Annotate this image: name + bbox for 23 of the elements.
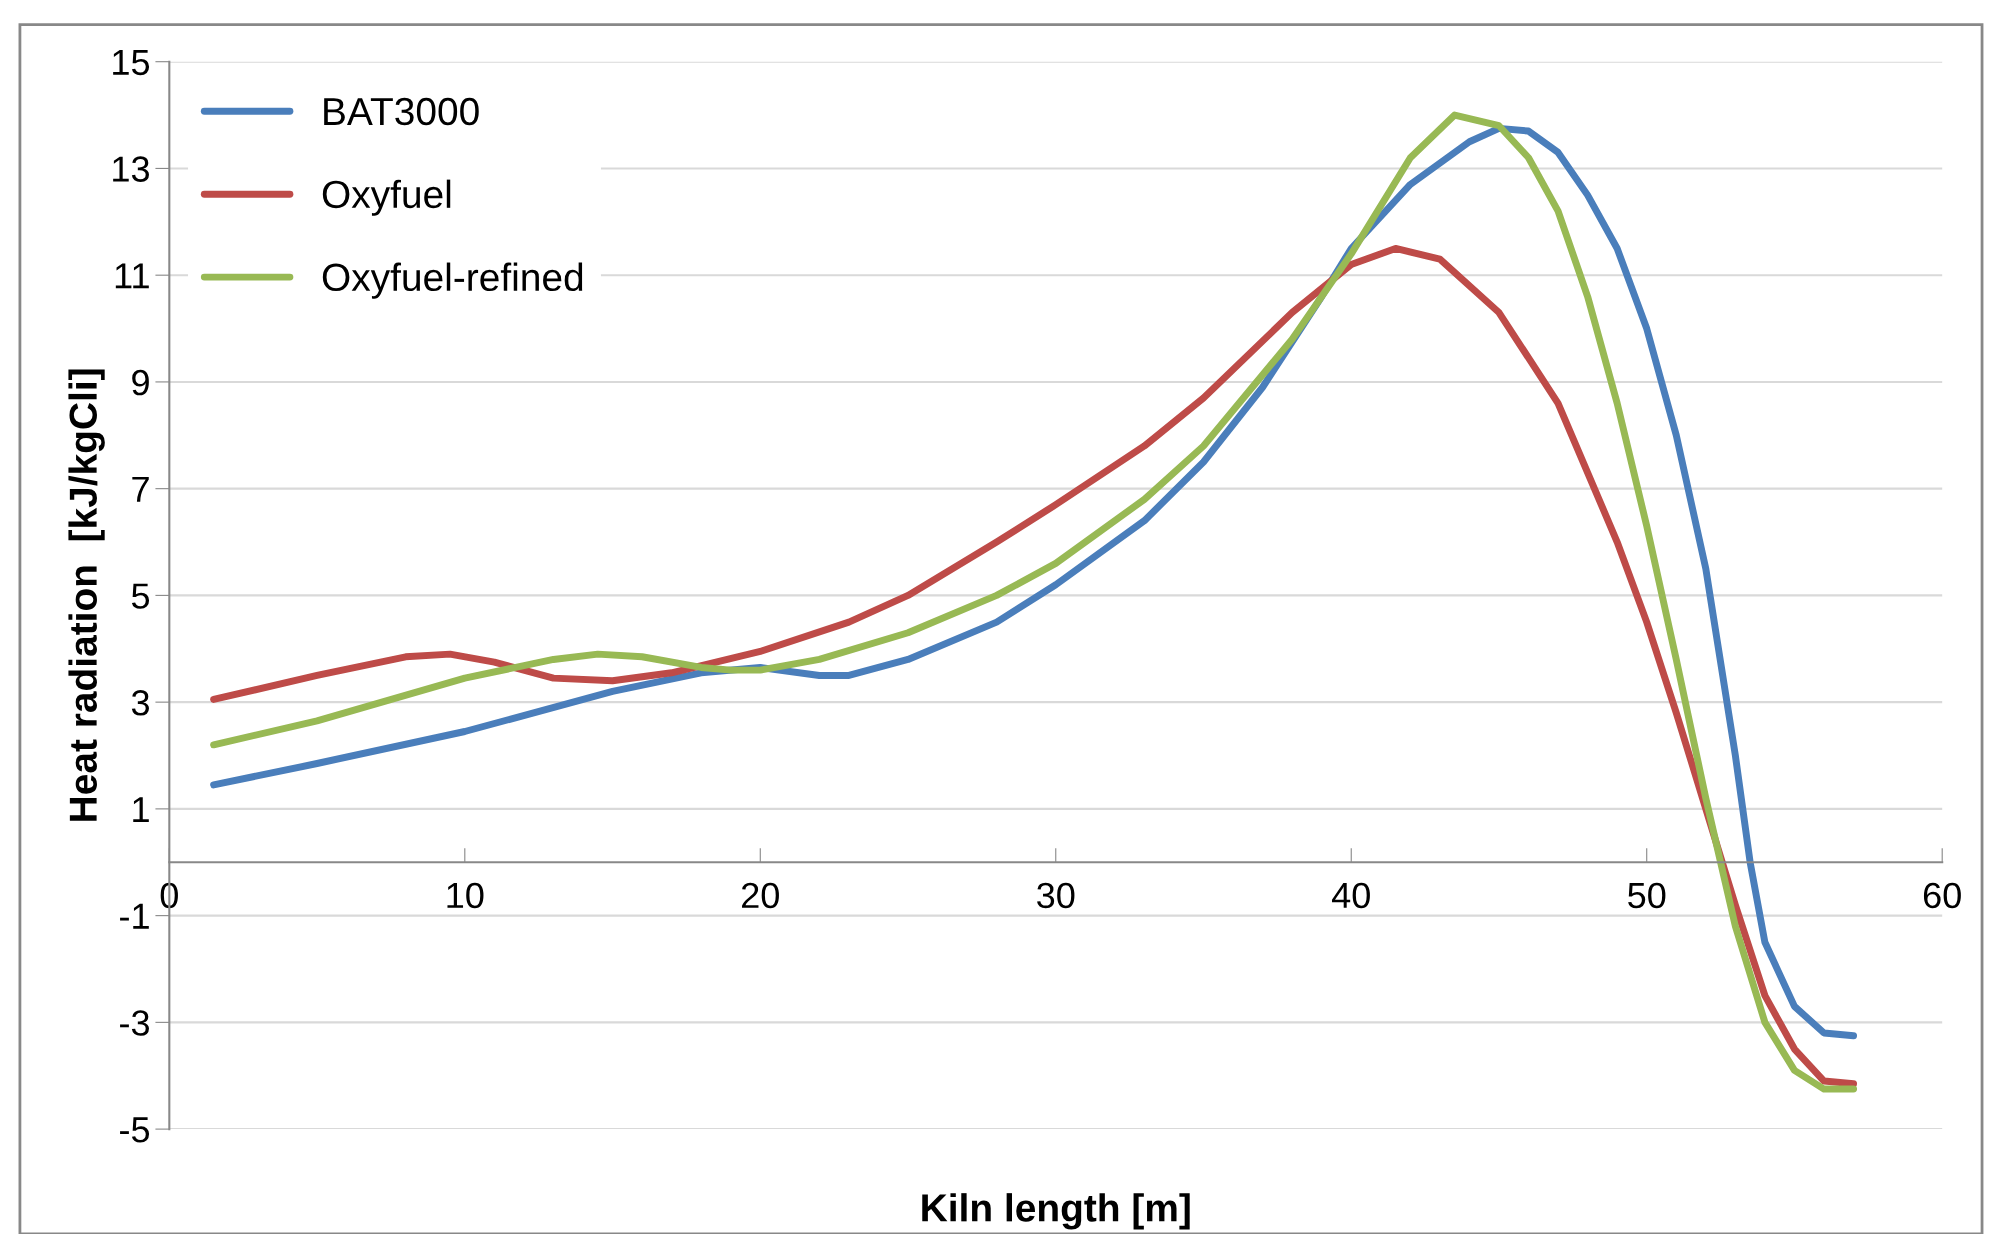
legend-label: BAT3000 (324, 97, 479, 126)
y-tick-label: 7 (132, 476, 149, 502)
y-tick-label: -5 (120, 1117, 150, 1143)
x-tick-label: 60 (1923, 882, 1961, 909)
legend-label: Oxyfuel (322, 179, 451, 216)
y-tick-label: 5 (131, 583, 150, 609)
x-tick-label: 30 (1037, 882, 1075, 909)
y-tick-label: 9 (132, 369, 149, 396)
y-tick-label: 15 (113, 49, 150, 76)
x-tick-label: 20 (742, 882, 779, 909)
x-tick-label: 50 (1628, 882, 1666, 909)
y-tick-label: 3 (131, 690, 149, 716)
x-tick-label: 0 (160, 882, 178, 909)
y-tick-label: 1 (133, 797, 149, 822)
y-tick-label: 13 (113, 156, 149, 182)
x-tick-label: 40 (1331, 882, 1370, 909)
y-axis-title: Heat radiation [kJ/kgCli] (68, 369, 105, 821)
x-axis-title: Kiln length [m] (922, 1193, 1190, 1230)
y-tick-label: -3 (120, 1010, 149, 1036)
x-tick-label: 10 (447, 882, 484, 909)
y-tick-label: 11 (115, 263, 149, 289)
y-tick-label: -1 (120, 903, 149, 929)
legend-label: Oxyfuel-refined (322, 262, 583, 299)
